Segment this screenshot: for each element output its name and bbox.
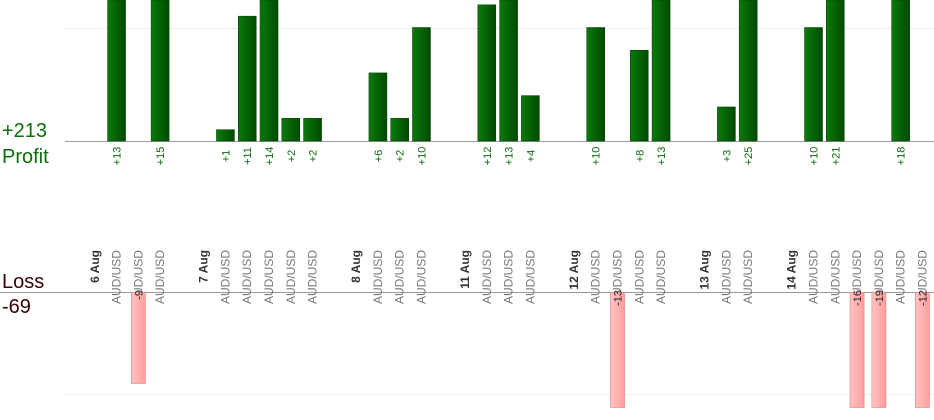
profit-value: +13: [112, 147, 124, 166]
profit-bar: [390, 118, 409, 142]
profit-label: Profit: [2, 146, 49, 168]
profit-value: +10: [416, 147, 428, 166]
profit-bar: [107, 0, 126, 142]
pair-label: AUD/USD: [654, 250, 668, 304]
pair-label: AUD/USD: [393, 250, 407, 304]
pair-label: AUD/USD: [262, 250, 276, 304]
pair-label: AUD/USD: [589, 250, 603, 304]
profit-bar: [368, 72, 388, 142]
pair-label: AUD/USD: [306, 250, 320, 304]
profit-bar: [651, 0, 671, 142]
pair-label: AUD/USD: [741, 250, 755, 304]
pair-label: AUD/USD: [523, 250, 537, 304]
loss-bar: [610, 292, 625, 408]
date-label: 12 Aug: [567, 250, 581, 290]
date-label: 13 Aug: [698, 250, 712, 290]
profit-value: +18: [896, 147, 908, 166]
profit-value: +15: [155, 147, 167, 166]
profit-bar: [891, 0, 910, 142]
profit-value: +14: [264, 147, 276, 166]
pair-label: AUD/USD: [719, 250, 733, 304]
pair-label: AUD/USD: [153, 250, 167, 304]
pair-label: AUD/USD: [915, 250, 929, 304]
pair-label: AUD/USD: [807, 250, 821, 304]
pair-label: AUD/USD: [284, 250, 298, 304]
loss-bar: [871, 292, 887, 408]
pair-label: AUD/USD: [850, 250, 864, 304]
profit-bar: [586, 27, 605, 142]
profit-bar: [412, 27, 431, 142]
loss-value: -19: [874, 290, 886, 306]
profit-bar: [303, 118, 322, 142]
date-label: 11 Aug: [458, 250, 472, 289]
pair-label: AUD/USD: [371, 250, 385, 304]
profit-bar: [281, 118, 301, 142]
pair-label: AUD/USD: [632, 250, 646, 304]
profit-total: +213: [2, 120, 47, 142]
profit-value: +25: [743, 147, 755, 166]
loss-bar: [915, 292, 930, 408]
date-label: 7 Aug: [197, 250, 211, 283]
profit-bar: [826, 0, 845, 142]
pair-label: AUD/USD: [502, 250, 516, 304]
profit-bar: [717, 106, 736, 142]
profit-value: +11: [242, 147, 254, 165]
loss-label: Loss: [2, 271, 44, 293]
pair-label: AUD/USD: [240, 250, 254, 304]
loss-total: -69: [2, 296, 31, 318]
pair-label: AUD/USD: [480, 250, 494, 304]
profit-value: +10: [591, 147, 603, 166]
date-label: 14 Aug: [785, 250, 799, 290]
pair-label: AUD/USD: [414, 250, 428, 304]
profit-value: +12: [482, 147, 494, 166]
loss-value: -9: [133, 290, 145, 300]
profit-bar: [150, 0, 170, 142]
pair-label: AUD/USD: [611, 250, 625, 304]
profit-bar: [521, 95, 540, 142]
loss-value: -16: [852, 290, 864, 306]
profit-value: +6: [373, 150, 385, 163]
pair-label: AUD/USD: [828, 250, 842, 304]
pair-label: AUD/USD: [872, 250, 886, 304]
loss-bar: [130, 292, 146, 384]
pair-label: AUD/USD: [894, 250, 908, 304]
loss-value: -12: [917, 290, 929, 306]
profit-value: +3: [721, 150, 733, 163]
profit-value: +2: [308, 150, 320, 163]
profit-value: +4: [525, 150, 537, 163]
date-label: 6 Aug: [88, 250, 102, 283]
pair-label: AUD/USD: [218, 250, 232, 304]
profit-value: +13: [504, 147, 516, 166]
pair-label: AUD/USD: [110, 250, 124, 304]
profit-value: +10: [809, 147, 821, 166]
profit-value: +21: [830, 147, 842, 166]
pair-label: AUD/USD: [131, 250, 145, 304]
profit-bar: [499, 0, 518, 142]
profit-value: +1: [220, 150, 232, 163]
profit-value: +2: [395, 150, 407, 163]
date-label: 8 Aug: [349, 250, 363, 283]
profit-bar: [630, 49, 649, 142]
profit-bar: [738, 0, 758, 142]
profit-bar: [804, 27, 823, 142]
profit-bar: [237, 15, 257, 142]
profit-bar: [259, 0, 279, 142]
profit-bar: [477, 4, 497, 142]
profit-value: +8: [634, 150, 646, 163]
profit-bar: [216, 129, 235, 142]
profit-value: +2: [286, 150, 298, 163]
profit-value: +13: [656, 147, 668, 166]
loss-value: -13: [613, 290, 625, 306]
loss-bar: [849, 292, 865, 408]
